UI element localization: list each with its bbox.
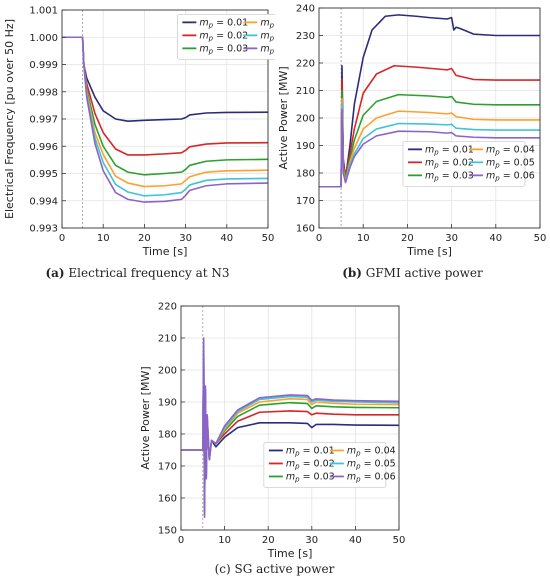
caption-b-text: GFMI active power bbox=[361, 266, 483, 280]
y-tick-label: 0.999 bbox=[29, 60, 58, 71]
caption-a-tag: (a) bbox=[45, 266, 65, 280]
x-tick-label: 40 bbox=[489, 233, 502, 244]
y-tick-label: 0.998 bbox=[29, 87, 58, 98]
x-tick-label: 10 bbox=[357, 233, 370, 244]
y-axis-label: Electrical Frequency [pu over 50 Hz] bbox=[3, 19, 16, 219]
caption-b-tag: (b) bbox=[342, 266, 362, 280]
axes-frame bbox=[180, 305, 400, 531]
x-tick-label: 10 bbox=[97, 233, 110, 244]
x-tick-label: 30 bbox=[445, 233, 458, 244]
y-tick-label: 230 bbox=[296, 31, 315, 42]
y-tick-label: 200 bbox=[296, 114, 315, 125]
y-tick-label: 210 bbox=[296, 86, 315, 97]
y-tick-label: 160 bbox=[158, 494, 177, 505]
y-tick-label: 1.001 bbox=[29, 6, 58, 17]
series-line-6 bbox=[62, 36, 268, 203]
y-tick-label: 0.996 bbox=[29, 142, 58, 153]
y-tick-label: 240 bbox=[296, 4, 315, 15]
y-tick-label: 1.000 bbox=[29, 33, 58, 44]
legend-label-6: mp = 0.06 bbox=[260, 43, 275, 55]
legend-label-3: mp = 0.03 bbox=[425, 170, 474, 182]
series-line-6 bbox=[181, 337, 399, 518]
y-tick-label: 190 bbox=[296, 141, 315, 152]
caption-a-text: Electrical frequency at N3 bbox=[64, 266, 230, 280]
series-group bbox=[181, 337, 399, 518]
y-tick-label: 210 bbox=[158, 334, 177, 345]
x-tick-label: 20 bbox=[262, 535, 275, 546]
legend-label-2: mp = 0.02 bbox=[286, 458, 335, 470]
legend-label-6: mp = 0.06 bbox=[347, 471, 396, 483]
legend-label-5: mp = 0.05 bbox=[260, 30, 275, 42]
x-tick-label: 50 bbox=[534, 233, 547, 244]
caption-b: (b) GFMI active power bbox=[275, 266, 550, 280]
y-tick-label: 0.995 bbox=[29, 169, 58, 180]
y-tick-label: 180 bbox=[296, 169, 315, 180]
legend-label-1: mp = 0.01 bbox=[199, 17, 248, 29]
x-tick-label: 30 bbox=[179, 233, 192, 244]
x-tick-label: 20 bbox=[138, 233, 151, 244]
legend-label-6: mp = 0.06 bbox=[486, 170, 535, 182]
y-tick-label: 190 bbox=[158, 398, 177, 409]
y-tick-label: 0.993 bbox=[29, 224, 58, 235]
y-tick-label: 0.997 bbox=[29, 115, 58, 126]
x-tick-label: 40 bbox=[220, 233, 233, 244]
x-tick-label: 20 bbox=[401, 233, 414, 244]
x-tick-label: 50 bbox=[393, 535, 406, 546]
legend-box bbox=[402, 140, 526, 187]
legend-label-4: mp = 0.04 bbox=[260, 17, 275, 29]
y-tick-label: 0.994 bbox=[29, 196, 58, 207]
legend-box bbox=[263, 442, 387, 488]
series-line-6 bbox=[319, 108, 540, 188]
y-tick-label: 220 bbox=[296, 59, 315, 70]
x-tick-label: 30 bbox=[305, 535, 318, 546]
y-axis-label: Active Power [MW] bbox=[277, 66, 290, 169]
chart-electrical-frequency: 0 10 20 30 40 50 0.993 0.994 0.995 0.996 0.997 0.99… bbox=[3, 6, 275, 258]
series-group bbox=[319, 14, 540, 188]
y-tick-label: 150 bbox=[158, 526, 177, 537]
x-axis-label: Time [s] bbox=[406, 245, 452, 258]
x-tick-label: 50 bbox=[262, 233, 275, 244]
x-tick-label: 0 bbox=[316, 233, 322, 244]
legend-label-2: mp = 0.02 bbox=[425, 157, 474, 169]
y-tick-label: 180 bbox=[158, 430, 177, 441]
series-group bbox=[62, 36, 268, 203]
x-tick-label: 10 bbox=[218, 535, 231, 546]
legend-label-1: mp = 0.01 bbox=[286, 445, 335, 457]
y-tick-label: 170 bbox=[158, 462, 177, 473]
y-axis-label: Active Power [MW] bbox=[139, 366, 152, 469]
x-tick-label: 0 bbox=[178, 535, 184, 546]
x-axis-label: Time [s] bbox=[142, 245, 188, 258]
y-tick-label: 160 bbox=[296, 224, 315, 235]
legend-label-5: mp = 0.05 bbox=[486, 157, 535, 169]
x-tick-label: 40 bbox=[349, 535, 362, 546]
legend-label-5: mp = 0.05 bbox=[347, 458, 396, 470]
caption-c: (c) SG active power bbox=[214, 562, 335, 576]
plot-area bbox=[181, 306, 399, 530]
legend-label-1: mp = 0.01 bbox=[425, 144, 474, 156]
y-tick-label: 170 bbox=[296, 196, 315, 207]
legend-label-4: mp = 0.04 bbox=[347, 445, 396, 457]
chart-gfmi-active-power: 0 10 20 30 40 50 160 170 180 190 200 210 220 230 240 Ti… bbox=[277, 4, 547, 259]
y-tick-label: 220 bbox=[158, 302, 177, 313]
x-tick-label: 0 bbox=[59, 233, 65, 244]
x-axis-label: Time [s] bbox=[267, 547, 313, 560]
legend-label-2: mp = 0.02 bbox=[199, 30, 248, 42]
legend-label-3: mp = 0.03 bbox=[199, 43, 248, 55]
y-tick-label: 200 bbox=[158, 366, 177, 377]
caption-a: (a) Electrical frequency at N3 bbox=[0, 266, 275, 280]
legend-label-4: mp = 0.04 bbox=[486, 144, 535, 156]
chart-sg-active-power: 0 10 20 30 40 50 150 160 170 180 190 200 210 220 Time … bbox=[139, 302, 406, 561]
legend-label-3: mp = 0.03 bbox=[286, 471, 335, 483]
